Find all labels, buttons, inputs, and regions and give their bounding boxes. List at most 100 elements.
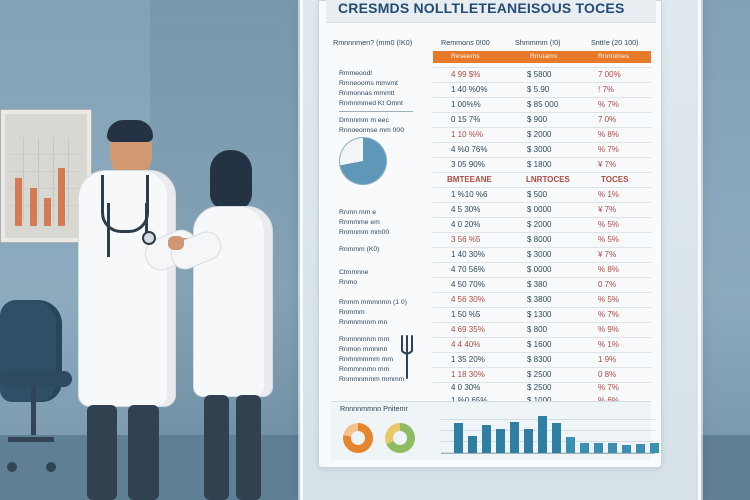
table-header-2: Rmoams — [530, 53, 558, 60]
table-cell: 1 40 %0% — [451, 85, 488, 94]
table-cell: 4 56 30% — [451, 295, 485, 304]
stethoscope-tube — [107, 203, 110, 257]
table-cell: 1 00%% — [451, 100, 481, 109]
table-divider — [433, 67, 651, 68]
stethoscope-tube — [145, 203, 148, 233]
table-divider — [433, 187, 651, 188]
table-header-1: Reseems — [451, 53, 480, 60]
table-cell: ¥ 7% — [598, 160, 617, 169]
table-cell: $ 2500 — [527, 383, 552, 392]
left-note: Rnnoeonnse mm 000 — [339, 127, 404, 134]
table-divider — [433, 247, 651, 248]
mini-bar — [552, 423, 561, 453]
hair — [107, 120, 153, 142]
mini-bar — [496, 429, 505, 453]
office-chair-foot — [8, 437, 54, 442]
table-divider — [433, 232, 651, 233]
hair — [210, 150, 252, 210]
table-cell: 1 10 %% — [451, 130, 484, 139]
table-cell: 7 0% — [598, 115, 617, 124]
table-cell: 1 18 30% — [451, 370, 485, 379]
left-note: Rnmmm (K0) — [339, 246, 380, 253]
table-cell: $ 8000 — [527, 235, 552, 244]
table-divider — [433, 307, 651, 308]
table-divider — [433, 157, 651, 158]
chair-wheel — [46, 462, 56, 472]
table-cell: % 7% — [598, 100, 619, 109]
left-note: Rnmmnnmn mm — [339, 366, 390, 373]
table-cell: $ 5800 — [527, 70, 552, 79]
table-cell: $ 1600 — [527, 340, 552, 349]
table-cell: 1 40 30% — [451, 250, 485, 259]
table-cell: $ 3800 — [527, 295, 552, 304]
summary-title: Rnnnnmmnn Pnitemr — [340, 404, 408, 413]
board-title-bar — [326, 0, 656, 23]
table-divider — [433, 202, 651, 203]
table-cell: % 9% — [598, 325, 619, 334]
table-cell: 4 69 35% — [451, 325, 485, 334]
mini-bar — [594, 443, 603, 453]
table-cell: $ 0000 — [527, 265, 552, 274]
table-divider — [433, 127, 651, 128]
bar-chart-axis — [441, 453, 655, 454]
right-leg — [128, 405, 159, 500]
stethoscope-bell-icon — [142, 231, 156, 245]
table-cell: $ 2500 — [527, 370, 552, 379]
table-cell: $ 380 — [527, 280, 548, 289]
left-note: Rnmonnas mmmtt — [339, 90, 395, 97]
table-cell: 4 50 70% — [451, 280, 485, 289]
left-note: Rnmmme em — [339, 219, 380, 226]
table-cell: 1 %0 65% — [451, 396, 487, 405]
mini-bar — [622, 445, 631, 453]
table-divider — [433, 97, 651, 98]
table-cell: % 7% — [598, 383, 619, 392]
pie-chart — [339, 137, 387, 185]
table-divider — [433, 277, 651, 278]
left-note: Rmneooms mmvmt — [339, 80, 398, 87]
left-note: Rnmnmmmm mm — [339, 356, 393, 363]
table-cell: 4 99 $% — [451, 70, 481, 79]
table-cell: 1 9% — [598, 355, 617, 364]
mini-bar — [482, 425, 491, 453]
poster-bar — [44, 198, 51, 226]
left-note: Dmnnmm m eec — [339, 117, 389, 124]
table-cell: $ 1300 — [527, 310, 552, 319]
green-donut — [385, 423, 415, 453]
table-divider — [433, 322, 651, 323]
poster-bar — [58, 168, 65, 226]
top-header-right: Sntt!e (20 100) — [591, 38, 639, 47]
male-doctor — [70, 120, 203, 500]
table-cell: 0 8% — [598, 370, 617, 379]
table-cell: 4 5 30% — [451, 205, 481, 214]
mini-bar — [580, 443, 589, 453]
table-divider — [433, 217, 651, 218]
table-cell: 0 15 7% — [451, 115, 481, 124]
left-rule — [339, 111, 413, 112]
left-leg — [87, 405, 117, 500]
table-cell: $ 500 — [527, 190, 548, 199]
mini-bar — [538, 416, 547, 453]
table-cell: $ 1000 — [527, 396, 551, 405]
table-cell: $ 5.90 — [527, 85, 550, 94]
table-cell: 7 00% — [598, 70, 621, 79]
table-cell: $ 3000 — [527, 250, 552, 259]
table-cell: % 7% — [598, 145, 619, 154]
table-cell: $ 3000 — [527, 145, 552, 154]
table-divider — [433, 82, 651, 83]
mini-bar — [650, 443, 659, 453]
table-cell: $ 0000 — [527, 205, 552, 214]
table-cell: BMTEEANE — [447, 175, 492, 184]
table-cell: 4 0 20% — [451, 220, 481, 229]
mini-bar — [468, 436, 477, 453]
table-divider — [433, 292, 651, 293]
table-header-3: Rnmomes — [598, 53, 629, 60]
table-cell: % 5% — [598, 220, 619, 229]
table-cell: $ 800 — [527, 325, 548, 334]
table-cell: 4 4 40% — [451, 340, 481, 349]
left-note: Rnmo — [339, 279, 358, 286]
table-cell: 1 %10 %6 — [451, 190, 488, 199]
office-chair-seat — [0, 371, 72, 387]
table-cell: % 1% — [598, 340, 619, 349]
table-cell: 3 56 %5 — [451, 235, 481, 244]
